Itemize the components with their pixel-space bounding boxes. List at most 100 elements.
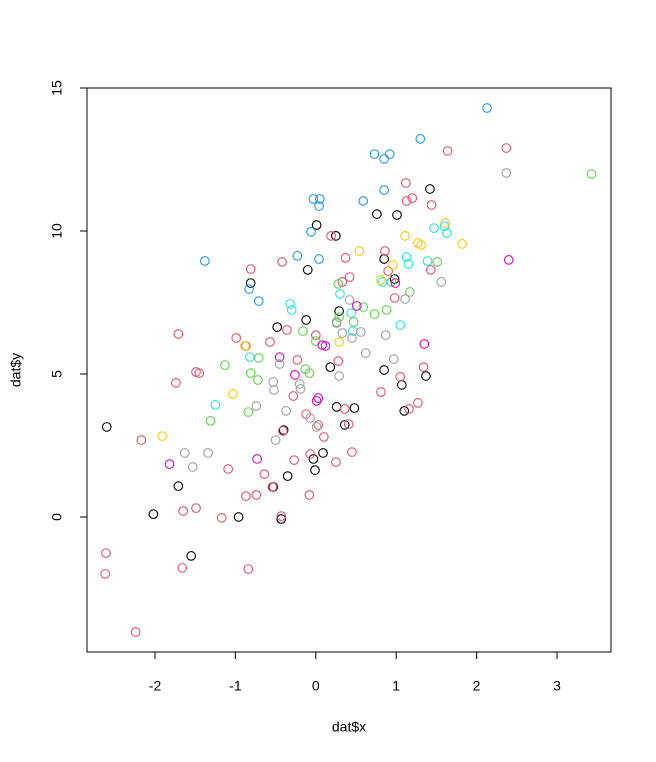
point (210, 400, 221, 410)
point (243, 564, 254, 574)
point (130, 627, 141, 637)
point (148, 509, 159, 519)
point (288, 391, 299, 401)
point (331, 231, 341, 241)
point (243, 407, 254, 417)
point (326, 231, 336, 241)
point (233, 512, 244, 522)
point (136, 435, 147, 445)
x-tick-label: -1 (229, 678, 242, 694)
point (313, 420, 324, 430)
point (482, 103, 492, 113)
point (339, 404, 350, 414)
point (269, 385, 279, 395)
point (289, 455, 299, 465)
point (302, 265, 313, 275)
point (285, 299, 295, 309)
point (310, 330, 321, 340)
point (344, 272, 355, 282)
point (282, 325, 292, 335)
point (177, 563, 188, 573)
point (317, 340, 328, 350)
point (191, 367, 201, 377)
point (401, 196, 412, 206)
x-tick-label: -2 (149, 678, 162, 694)
point (200, 256, 210, 266)
point (191, 503, 201, 513)
point (203, 448, 213, 458)
point (390, 278, 401, 288)
point (421, 371, 431, 381)
point (389, 293, 400, 303)
point (173, 329, 184, 339)
point (425, 265, 436, 275)
point (259, 469, 270, 479)
point (252, 454, 262, 464)
point (292, 355, 303, 365)
point (301, 315, 312, 325)
point (436, 277, 447, 287)
point (101, 422, 112, 432)
point (333, 279, 344, 289)
point (223, 464, 234, 474)
point (415, 134, 426, 144)
point (265, 337, 275, 347)
point (344, 295, 355, 305)
point (395, 372, 406, 382)
point (360, 348, 371, 358)
point (334, 371, 344, 381)
point (376, 387, 386, 397)
point (372, 209, 382, 219)
x-tick-label: 1 (392, 678, 400, 694)
point (400, 231, 410, 241)
point (358, 302, 369, 312)
point (274, 352, 285, 362)
point (313, 393, 324, 403)
point (418, 362, 429, 372)
point (304, 368, 315, 378)
point (376, 275, 386, 285)
point (369, 149, 380, 159)
point (395, 320, 406, 330)
point (281, 406, 291, 416)
point (179, 448, 190, 458)
point (331, 457, 341, 467)
point (333, 356, 344, 366)
point (379, 365, 389, 375)
point (442, 146, 453, 156)
point (305, 449, 316, 459)
point (241, 491, 251, 501)
point (294, 379, 305, 389)
point (205, 416, 216, 426)
point (331, 318, 342, 328)
point (274, 359, 285, 369)
point (216, 513, 227, 523)
point (318, 448, 328, 458)
point (457, 239, 467, 249)
point (278, 425, 289, 435)
point (277, 426, 288, 436)
x-tick-label: 2 (473, 678, 481, 694)
point (245, 368, 256, 378)
point (253, 353, 264, 363)
point (325, 362, 336, 372)
point (310, 336, 321, 346)
point (267, 482, 278, 492)
point (240, 341, 250, 351)
point (440, 218, 451, 228)
point (388, 260, 398, 270)
point (384, 149, 395, 159)
point (369, 309, 380, 319)
point (277, 257, 287, 267)
point (347, 447, 357, 457)
point (348, 317, 359, 327)
point (245, 352, 255, 362)
point (318, 432, 329, 442)
point (157, 431, 168, 441)
point (396, 380, 407, 390)
point (377, 277, 388, 287)
point (379, 185, 389, 195)
point (272, 322, 283, 332)
x-tick-label: 0 (312, 678, 320, 694)
point (337, 328, 348, 338)
